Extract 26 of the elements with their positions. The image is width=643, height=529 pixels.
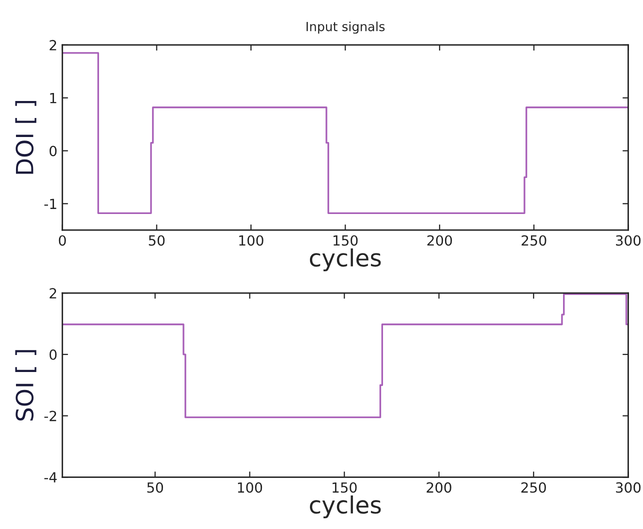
y-tick-label: -1 [44, 198, 56, 209]
y-tick-label: -2 [44, 410, 56, 422]
x-axis-title: cycles [310, 495, 381, 518]
x-tick-label: 300 [616, 235, 641, 246]
x-tick-label: 100 [239, 235, 264, 246]
x-tick-label: 300 [616, 482, 641, 493]
y-tick-label: 1 [50, 93, 56, 104]
chart-title: Input signals [306, 22, 385, 34]
y-axis-title: SOI [ ] [15, 350, 36, 421]
y-tick-label: 2 [50, 40, 56, 50]
x-tick-label: 200 [427, 235, 452, 246]
x-tick-label: 50 [148, 235, 165, 246]
x-tick-label: 200 [426, 482, 452, 493]
x-axis-title: cycles [310, 248, 381, 272]
x-tick-label: 0 [58, 235, 66, 246]
x-tick-label: 50 [147, 482, 164, 493]
x-tick-label: 150 [334, 235, 358, 246]
y-tick-label: -4 [44, 472, 57, 482]
y-axis-title: DOI [ ] [15, 100, 36, 174]
x-tick-label: 250 [522, 235, 546, 246]
x-tick-label: 150 [332, 482, 357, 493]
y-tick-label: 0 [50, 349, 57, 360]
x-tick-label: 250 [521, 482, 546, 493]
y-tick-label: 2 [50, 288, 56, 298]
x-tick-label: 100 [238, 482, 262, 493]
y-tick-label: 0 [50, 146, 57, 156]
